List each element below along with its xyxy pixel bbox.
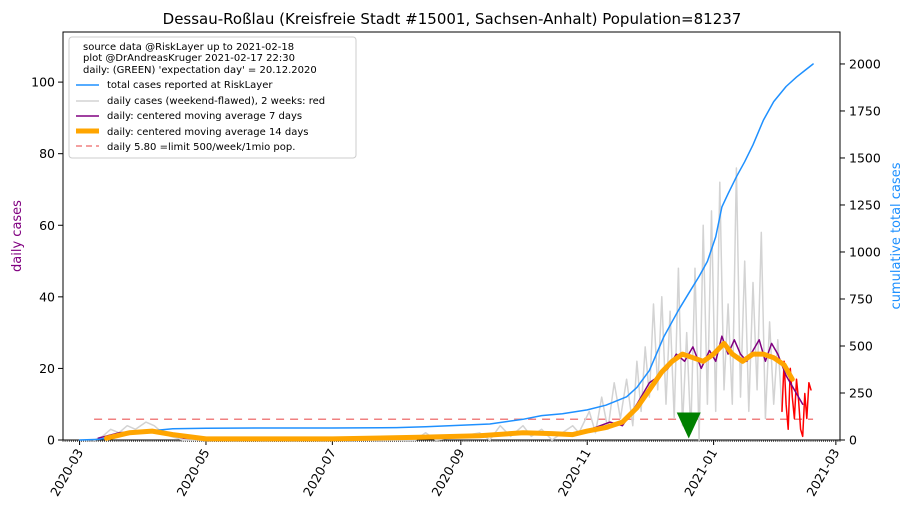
y-right-tick-label: 250	[849, 385, 873, 400]
y-left-tick-label: 20	[39, 361, 55, 376]
x-tick-label: 2020-09	[428, 446, 467, 499]
expectation-day-marker	[676, 412, 701, 439]
x-tick-label: 2021-03	[803, 446, 842, 499]
chart-title: Dessau-Roßlau (Kreisfreie Stadt #15001, …	[163, 10, 742, 28]
y-left-tick-label: 40	[39, 289, 55, 304]
legend-label-limit: daily 5.80 =limit 500/week/1mio pop.	[107, 142, 295, 153]
y-axis-right-label: cumulative total cases	[889, 162, 904, 309]
x-axis: 2020-03 2020-05 2020-07 2020-09 2020-11 2021-…	[47, 440, 842, 499]
x-tick-label: 2020-05	[173, 446, 212, 499]
plot-frame	[62, 31, 841, 441]
y-right-tick-label: 1000	[849, 244, 881, 259]
y-axis-right: 0 250 500 750 1000 1250 1500 1750 2000	[840, 56, 881, 448]
legend-label-ma14: daily: centered moving average 14 days	[107, 127, 308, 138]
y-left-tick-label: 80	[39, 146, 55, 161]
y-right-tick-label: 500	[849, 338, 873, 353]
x-tick-label: 2020-03	[47, 446, 86, 499]
y-right-tick-label: 2000	[849, 56, 881, 71]
y-left-tick-label: 0	[47, 433, 55, 448]
legend-info-line: source data @RiskLayer up to 2021-02-18	[83, 42, 294, 53]
y-axis-left: 0 20 40 60 80 100	[31, 75, 63, 448]
legend-info-line: plot @DrAndreasKruger 2021-02-17 22:30	[83, 53, 295, 64]
expectation-marker-layer	[676, 412, 701, 439]
legend-label-ma7: daily: centered moving average 7 days	[107, 111, 302, 122]
series-line-daily	[93, 167, 783, 441]
y-right-tick-label: 1500	[849, 150, 881, 165]
legend-label-daily: daily cases (weekend-flawed), 2 weeks: r…	[107, 96, 325, 107]
legend-info-line: daily: (GREEN) 'expectation day' = 20.12…	[83, 65, 317, 76]
y-right-tick-label: 1750	[849, 103, 881, 118]
y-axis-left-label: daily cases	[10, 200, 25, 272]
series-line-ma14	[104, 340, 795, 442]
x-tick-label: 2021-01	[681, 446, 720, 499]
legend-label-total: total cases reported at RiskLayer	[107, 80, 273, 91]
y-right-tick-label: 1250	[849, 197, 881, 212]
y-right-tick-label: 0	[849, 433, 857, 448]
legend-box	[68, 36, 357, 159]
series-layer	[78, 63, 814, 442]
y-right-tick-label: 750	[849, 291, 873, 306]
series-line-daily-recent	[781, 360, 812, 438]
y-left-tick-label: 60	[39, 218, 55, 233]
legend: source data @RiskLayer up to 2021-02-18 …	[68, 36, 357, 159]
x-tick-label: 2020-11	[555, 446, 594, 499]
y-left-tick-label: 100	[31, 75, 55, 90]
x-tick-label: 2020-07	[300, 446, 339, 499]
series-line-total	[78, 63, 814, 441]
